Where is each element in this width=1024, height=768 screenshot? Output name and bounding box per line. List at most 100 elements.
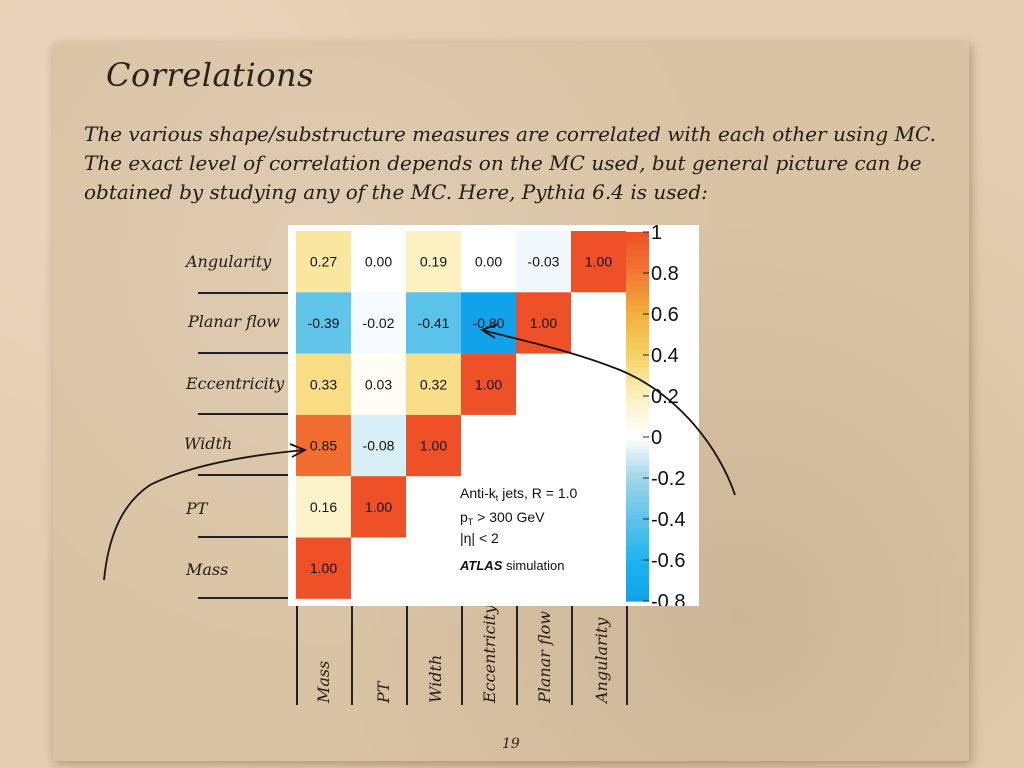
heatmap-cell xyxy=(296,353,351,415)
colorbar-segment xyxy=(626,342,649,350)
heatmap-cell xyxy=(571,231,626,293)
colorbar-tick-label: 0.6 xyxy=(651,304,679,326)
heatmap-cell xyxy=(406,231,461,293)
colorbar-segment xyxy=(626,441,649,448)
heatmap-cell-label: 1.00 xyxy=(475,376,502,392)
colorbar-segment xyxy=(626,367,649,375)
legend-eta-line: |η| < 2 xyxy=(460,530,499,546)
colorbar-segment xyxy=(626,557,649,565)
heatmap-cell-label: 1.00 xyxy=(310,560,337,576)
colorbar-segment xyxy=(626,484,649,491)
heatmap-cells: 0.27 0.00 0.19 0.00 -0.03 1.00 -0.39 -0.02 -0.41… xyxy=(296,231,626,599)
legend-pt-line: pT > 300 GeV xyxy=(460,509,545,527)
colorbar-segment xyxy=(626,361,649,368)
heatmap-cell-label: -0.39 xyxy=(308,315,340,331)
colorbar-segment xyxy=(626,256,649,264)
colorbar-segment xyxy=(626,588,649,596)
colorbar-tick-label: -0.2 xyxy=(651,468,685,490)
row-label-width: Width xyxy=(184,434,233,453)
heatmap-cell-label: 0.32 xyxy=(420,376,447,392)
colorbar-segment xyxy=(626,355,649,362)
colorbar-segment xyxy=(626,238,649,245)
colorbar-segment xyxy=(626,391,649,399)
colorbar-segment xyxy=(626,490,649,498)
heatmap-cell xyxy=(351,292,406,354)
colorbar-segment xyxy=(626,422,649,430)
colorbar-segment xyxy=(626,564,649,571)
colorbar-tick-label: -0.6 xyxy=(651,550,685,572)
heatmap-cell-label: -0.41 xyxy=(418,315,450,331)
body-line: The various shape/substructure measures … xyxy=(84,122,936,146)
colorbar-segment xyxy=(626,385,649,393)
row-divider xyxy=(198,352,293,354)
heatmap-cell xyxy=(351,231,406,293)
heatmap-cell xyxy=(461,231,516,293)
col-divider xyxy=(296,605,298,705)
colorbar-tick-label: 0.8 xyxy=(651,263,679,285)
colorbar-segment xyxy=(626,299,649,307)
colorbar-segment xyxy=(626,478,649,485)
colorbar-segment xyxy=(626,508,649,516)
heatmap-cell xyxy=(406,353,461,415)
heatmap-cell-label: 1.00 xyxy=(365,499,392,515)
colorbar-segment xyxy=(626,576,649,584)
heatmap-cell-label: -0.03 xyxy=(528,254,560,270)
col-label-eccentricity: Eccentricity xyxy=(480,604,499,703)
slide-title: Correlations xyxy=(106,56,314,94)
heatmap-cell-label: 0.00 xyxy=(475,254,502,270)
col-label-angularity: Angularity xyxy=(592,617,611,703)
colorbar-tick-label: 0.2 xyxy=(651,386,679,408)
heatmap-cell-label: 0.85 xyxy=(310,438,337,454)
colorbar-segment xyxy=(626,533,649,541)
heatmap-cell-label: -0.08 xyxy=(363,438,395,454)
colorbar-segment xyxy=(626,496,649,504)
col-label-planar-flow: Planar flow xyxy=(535,611,554,703)
heatmap-cell xyxy=(296,231,351,293)
col-divider xyxy=(516,605,518,705)
colorbar-segment xyxy=(626,311,649,319)
legend-atlas-line: ATLAS simulation xyxy=(459,558,565,573)
colorbar-segment xyxy=(626,250,649,258)
row-label-mass: Mass xyxy=(186,560,229,579)
colorbar-segment xyxy=(626,551,649,559)
heatmap-cell-label: 0.19 xyxy=(420,254,447,270)
colorbar-segment xyxy=(626,336,649,344)
heatmap-cell-label: 0.27 xyxy=(310,254,337,270)
heatmap-cell-label: 0.16 xyxy=(310,499,337,515)
heatmap-cell xyxy=(351,476,406,538)
body-line: obtained by studying any of the MC. Here… xyxy=(84,180,708,204)
row-divider xyxy=(198,597,293,599)
heatmap-cell xyxy=(296,292,351,354)
colorbar-segment xyxy=(626,465,649,473)
colorbar-segment xyxy=(626,305,649,313)
heatmap-cell-label: 0.33 xyxy=(310,376,337,392)
col-label-pt: PT xyxy=(374,681,393,703)
slide-body-text: The various shape/substructure measures … xyxy=(84,120,964,207)
colorbar-segment xyxy=(626,428,649,436)
heatmap-cell xyxy=(406,292,461,354)
colorbar-segment xyxy=(626,502,649,510)
colorbar-segment xyxy=(626,514,649,522)
heatmap-cell-label: -0.02 xyxy=(363,315,395,331)
row-label-eccentricity: Eccentricity xyxy=(186,374,285,393)
colorbar-segment xyxy=(626,379,649,387)
colorbar-segment xyxy=(626,453,649,461)
colorbar-segment xyxy=(626,539,649,547)
heatmap-cell-label: 1.00 xyxy=(530,315,557,331)
col-divider xyxy=(351,605,353,705)
colorbar-segment xyxy=(626,404,649,411)
colorbar-segment xyxy=(626,324,649,331)
row-divider xyxy=(198,474,293,476)
colorbar-segment xyxy=(626,373,649,381)
colorbar-segment xyxy=(626,293,649,301)
heatmap-cell-label: 0.03 xyxy=(365,376,392,392)
row-divider xyxy=(198,292,293,294)
colorbar-segment xyxy=(626,582,649,590)
heatmap-cell xyxy=(296,476,351,538)
colorbar-segment xyxy=(626,262,649,270)
colorbar-segment xyxy=(626,594,649,602)
page-number: 19 xyxy=(502,736,520,752)
colorbar-segment xyxy=(626,268,649,276)
heatmap-cell-label: -0.80 xyxy=(473,315,505,331)
row-divider xyxy=(198,413,293,415)
